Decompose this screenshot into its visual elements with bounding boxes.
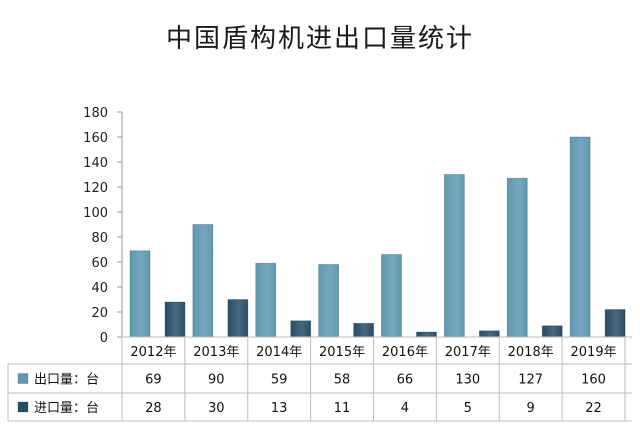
data-label: 5 — [464, 401, 472, 416]
x-tick-label: 2014年 — [256, 345, 302, 360]
data-label: 13 — [271, 401, 288, 416]
x-tick-label: 2018年 — [508, 345, 554, 360]
data-label: 127 — [518, 373, 543, 388]
x-tick-label: 2012年 — [130, 345, 176, 360]
data-label: 66 — [397, 373, 414, 388]
data-label: 160 — [581, 373, 606, 388]
legend-swatch — [17, 373, 29, 384]
bar-export — [129, 250, 151, 338]
bar-import — [604, 309, 626, 338]
data-label: 22 — [585, 401, 602, 416]
y-tick-label: 120 — [83, 181, 108, 196]
bar-import — [478, 330, 500, 338]
y-tick-label: 100 — [83, 206, 108, 221]
bar-import — [290, 320, 312, 338]
bar-export — [381, 254, 402, 338]
x-tick-label: 2015年 — [319, 345, 365, 360]
x-tick-label: 2019年 — [571, 345, 617, 360]
y-tick-label: 80 — [91, 231, 108, 246]
bar-export — [506, 177, 528, 338]
bar-import — [227, 299, 249, 338]
data-label: 11 — [334, 401, 351, 416]
bar-import — [164, 301, 186, 338]
y-tick-label: 60 — [91, 256, 108, 271]
bar-import — [541, 325, 563, 338]
data-label: 69 — [145, 373, 162, 388]
data-label: 58 — [334, 373, 351, 388]
data-label: 90 — [208, 373, 225, 388]
data-label: 130 — [455, 373, 480, 388]
bar-export — [192, 224, 214, 338]
data-label: 28 — [145, 401, 162, 416]
data-label: 4 — [401, 401, 409, 416]
series-label: 进口量：台 — [34, 401, 99, 416]
x-tick-label: 2016年 — [382, 345, 428, 360]
y-tick-label: 140 — [83, 156, 108, 171]
x-tick-label: 2013年 — [193, 345, 239, 360]
y-tick-label: 20 — [91, 306, 108, 321]
data-label: 30 — [208, 401, 225, 416]
data-label: 59 — [271, 373, 288, 388]
y-tick-label: 0 — [100, 331, 108, 346]
y-tick-label: 160 — [83, 131, 108, 146]
chart-title: 中国盾构机进出口量统计 — [165, 24, 474, 54]
series-label: 出口量：台 — [34, 373, 99, 388]
y-tick-label: 40 — [91, 281, 108, 296]
bar-export — [569, 136, 591, 338]
bar-export — [443, 174, 465, 338]
bar-export — [318, 264, 340, 338]
x-tick-label: 2017年 — [445, 345, 491, 360]
data-label: 9 — [527, 401, 535, 416]
legend-swatch — [17, 401, 29, 413]
y-tick-label: 180 — [83, 106, 108, 121]
bar-import — [353, 322, 375, 338]
bar-import — [416, 331, 437, 338]
bar-export — [255, 262, 277, 338]
